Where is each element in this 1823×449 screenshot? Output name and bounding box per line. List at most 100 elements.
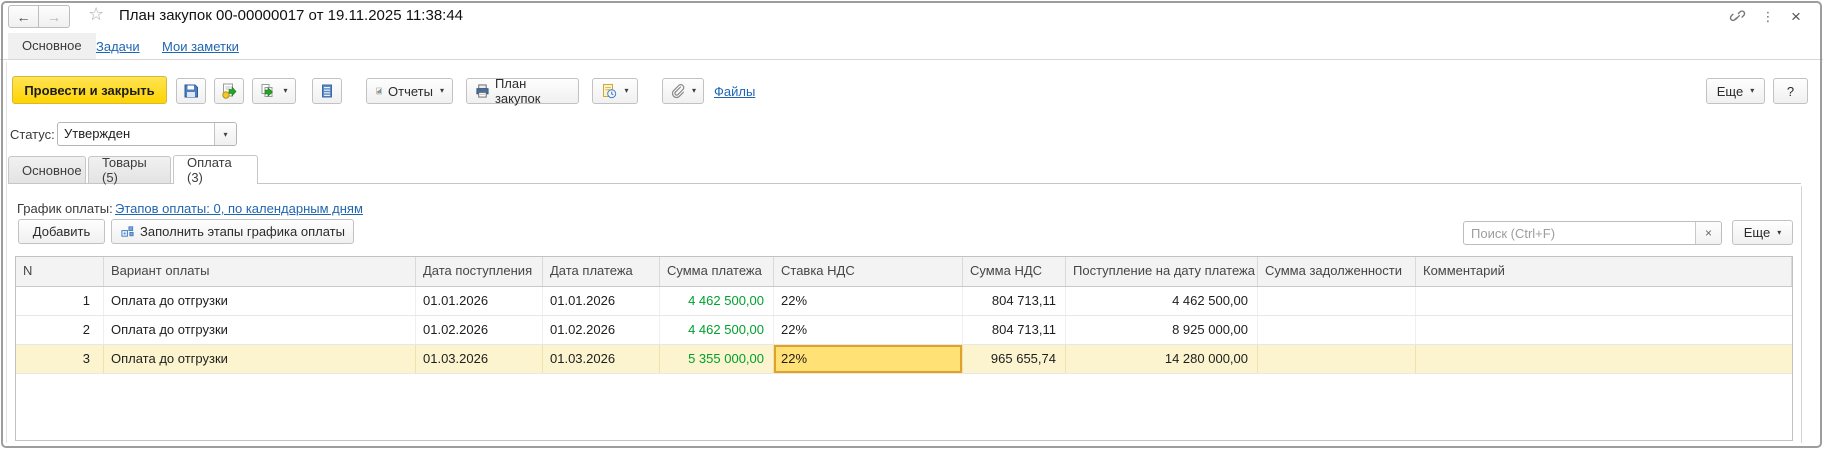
cell-payment-amount[interactable]: 4 462 500,00: [660, 316, 774, 344]
cell-receipt-on-date[interactable]: 8 925 000,00: [1066, 316, 1258, 344]
report-chart-icon: [376, 87, 382, 95]
reports-button[interactable]: Отчеты ▾: [366, 78, 453, 104]
cell-receipt-on-date[interactable]: 14 280 000,00: [1066, 345, 1258, 373]
status-value: Утвержден: [64, 126, 131, 141]
cell-comment[interactable]: [1416, 316, 1792, 344]
search-clear-button[interactable]: ×: [1695, 222, 1721, 244]
search-box: ×: [1463, 221, 1722, 245]
header-payment-variant[interactable]: Вариант оплаты: [104, 257, 416, 286]
cell-payment-variant[interactable]: Оплата до отгрузки: [104, 345, 416, 373]
schedule-link[interactable]: Этапов оплаты: 0, по календарным дням: [115, 201, 363, 216]
cell-date-receipt[interactable]: 01.02.2026: [416, 316, 543, 344]
cell-date-receipt[interactable]: 01.01.2026: [416, 287, 543, 315]
tab-goods[interactable]: Товары (5): [88, 155, 171, 185]
cell-date-payment[interactable]: 01.01.2026: [543, 287, 660, 315]
menu-kebab-icon[interactable]: ⋮: [1761, 9, 1775, 24]
scrollbar-track[interactable]: [1801, 186, 1802, 443]
table-more-button[interactable]: Еще ▾: [1732, 220, 1793, 245]
help-button[interactable]: ?: [1773, 78, 1808, 104]
tab-payment[interactable]: Оплата (3): [173, 155, 258, 185]
forward-button[interactable]: →: [39, 5, 70, 28]
paperclip-icon: [671, 83, 685, 98]
header-date-payment[interactable]: Дата платежа: [543, 257, 660, 286]
forward-icon: →: [47, 8, 61, 25]
print-plan-button[interactable]: План закупок: [466, 76, 579, 106]
back-button[interactable]: ←: [8, 5, 39, 28]
cell-payment-amount[interactable]: 5 355 000,00: [660, 345, 774, 373]
cell-date-payment[interactable]: 01.03.2026: [543, 345, 660, 373]
close-icon[interactable]: ×: [1791, 7, 1801, 26]
create-based-on-icon: [261, 84, 274, 97]
cell-debt-amount[interactable]: [1258, 316, 1416, 344]
header-vat-amount[interactable]: Сумма НДС: [963, 257, 1066, 286]
cell-receipt-on-date[interactable]: 4 462 500,00: [1066, 287, 1258, 315]
cell-vat-rate[interactable]: 22%: [774, 287, 963, 315]
header-comment[interactable]: Комментарий: [1416, 257, 1792, 286]
cell-vat-rate-active[interactable]: 22%: [774, 345, 963, 373]
status-combobox[interactable]: Утвержден ▾: [57, 122, 237, 146]
cell-n[interactable]: 2: [16, 316, 104, 344]
cell-debt-amount[interactable]: [1258, 287, 1416, 315]
post-document-button[interactable]: [214, 78, 244, 104]
payments-table: N Вариант оплаты Дата поступления Дата п…: [15, 256, 1793, 441]
printer-icon: [476, 84, 489, 98]
tab-main[interactable]: Основное: [8, 156, 86, 183]
back-icon: ←: [16, 8, 31, 25]
header-n[interactable]: N: [16, 257, 104, 286]
header-receipt-on-date[interactable]: Поступление на дату платежа: [1066, 257, 1258, 286]
tabs-underline: [8, 183, 1801, 184]
section-notes-link[interactable]: Мои заметки: [162, 39, 239, 54]
header-date-receipt[interactable]: Дата поступления: [416, 257, 543, 286]
section-tasks-link[interactable]: Задачи: [96, 39, 140, 54]
toolbar-more-button[interactable]: Еще ▾: [1706, 78, 1765, 104]
section-main[interactable]: Основное: [8, 33, 96, 59]
cell-comment[interactable]: [1416, 287, 1792, 315]
post-and-close-button[interactable]: Провести и закрыть: [12, 76, 167, 104]
attachments-button[interactable]: ▾: [662, 78, 704, 104]
cell-vat-amount[interactable]: 804 713,11: [963, 316, 1066, 344]
header-payment-amount[interactable]: Сумма платежа: [660, 257, 774, 286]
chevron-down-icon: ▾: [223, 129, 228, 139]
add-row-button[interactable]: Добавить: [18, 219, 105, 244]
form-left-border: [6, 62, 7, 443]
reminder-button[interactable]: ▾: [592, 78, 638, 104]
favorite-star-icon[interactable]: ☆: [88, 4, 105, 24]
save-button[interactable]: [176, 78, 206, 104]
register-list-icon: [322, 84, 332, 98]
cell-n[interactable]: 3: [16, 345, 104, 373]
dropdown-caret-icon: ▾: [691, 86, 696, 95]
cell-vat-rate[interactable]: 22%: [774, 316, 963, 344]
status-label: Статус:: [10, 127, 55, 142]
cell-payment-variant[interactable]: Оплата до отгрузки: [104, 316, 416, 344]
cell-date-payment[interactable]: 01.02.2026: [543, 316, 660, 344]
combo-dropdown-button[interactable]: ▾: [214, 123, 236, 145]
dropdown-caret-icon: ▾: [439, 86, 444, 95]
dropdown-caret-icon: ▾: [624, 86, 629, 95]
document-clock-icon: [603, 84, 617, 99]
cell-vat-amount[interactable]: 804 713,11: [963, 287, 1066, 315]
cell-n[interactable]: 1: [16, 287, 104, 315]
get-link-button[interactable]: [1726, 8, 1748, 26]
create-based-on-button[interactable]: ▾: [252, 78, 296, 104]
document-register-button[interactable]: [312, 78, 342, 104]
cell-date-receipt[interactable]: 01.03.2026: [416, 345, 543, 373]
header-vat-rate[interactable]: Ставка НДС: [774, 257, 963, 286]
dropdown-caret-icon: ▾: [1750, 86, 1755, 95]
fill-schedule-button[interactable]: Заполнить этапы графика оплаты: [111, 219, 354, 244]
post-document-icon: [222, 83, 237, 99]
save-floppy-icon: [184, 84, 198, 98]
cell-debt-amount[interactable]: [1258, 345, 1416, 373]
files-link[interactable]: Файлы: [714, 84, 756, 99]
cell-comment[interactable]: [1416, 345, 1792, 373]
table-row[interactable]: 1 Оплата до отгрузки 01.01.2026 01.01.20…: [16, 287, 1792, 316]
table-row-selected[interactable]: 3 Оплата до отгрузки 01.03.2026 01.03.20…: [16, 345, 1792, 374]
link-icon: [1729, 9, 1745, 21]
search-input[interactable]: [1464, 222, 1695, 244]
header-debt-amount[interactable]: Сумма задолженности: [1258, 257, 1416, 286]
table-row[interactable]: 2 Оплата до отгрузки 01.02.2026 01.02.20…: [16, 316, 1792, 345]
dropdown-caret-icon: ▾: [283, 86, 288, 95]
schedule-label: График оплаты:: [17, 201, 113, 216]
cell-payment-amount[interactable]: 4 462 500,00: [660, 287, 774, 315]
cell-payment-variant[interactable]: Оплата до отгрузки: [104, 287, 416, 315]
cell-vat-amount[interactable]: 965 655,74: [963, 345, 1066, 373]
